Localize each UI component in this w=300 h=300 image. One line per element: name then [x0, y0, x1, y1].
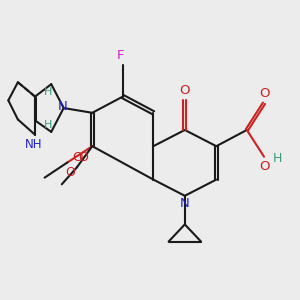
Text: N: N: [58, 100, 68, 112]
Text: O: O: [259, 160, 269, 173]
Text: H: H: [273, 152, 282, 165]
Text: H: H: [44, 87, 52, 97]
Text: O: O: [73, 151, 83, 164]
Text: F: F: [117, 49, 125, 62]
Text: O: O: [259, 87, 269, 100]
Text: H: H: [44, 120, 52, 130]
Text: O: O: [78, 151, 88, 164]
Text: NH: NH: [25, 138, 43, 151]
Text: O: O: [65, 167, 75, 179]
Text: N: N: [180, 197, 190, 210]
Text: O: O: [180, 84, 190, 98]
